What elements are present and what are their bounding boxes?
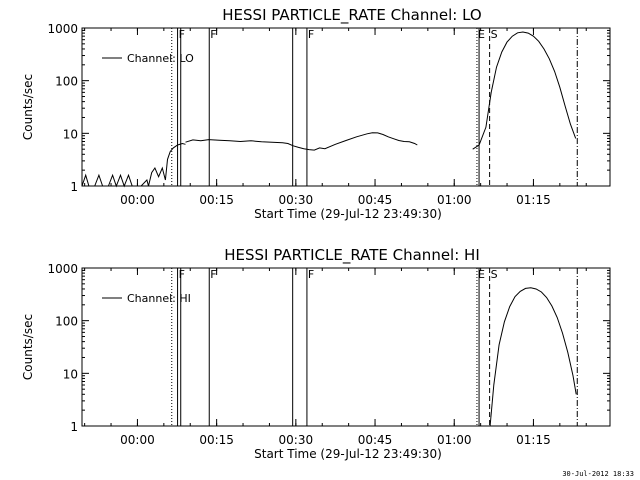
x-tick-label: 01:00 [437,433,472,447]
y-tick-label: 1000 [47,262,78,276]
event-marker-label: F [179,268,185,281]
series-line [489,287,577,427]
event-marker-label: S [491,268,498,281]
plot-timestamp: 30-Jul-2012 18:33 [562,470,634,478]
y-tick-label: 1 [70,180,78,194]
event-marker-label: F [179,28,185,41]
x-tick-label: 00:15 [199,433,234,447]
y-tick-label: 1 [70,420,78,434]
legend-label: Channel: HI [127,292,191,305]
event-marker-label: F [210,28,216,41]
x-tick-label: 00:15 [199,193,234,207]
x-tick-label: 00:45 [358,433,393,447]
y-tick-label: 100 [55,75,78,89]
x-tick-label: 00:30 [279,193,314,207]
y-tick-label: 10 [63,127,78,141]
x-tick-label: 00:30 [279,433,314,447]
event-marker-label: E [478,268,485,281]
x-tick-label: 00:45 [358,193,393,207]
event-marker-label: E [478,28,485,41]
x-tick-label: 01:15 [516,433,551,447]
x-axis-label: Start Time (29-Jul-12 23:49:30) [254,447,442,461]
y-tick-label: 1000 [47,22,78,36]
y-axis-label: Counts/sec [21,74,35,140]
x-tick-label: 01:15 [516,193,551,207]
legend-label: Channel: LO [127,52,194,65]
chart-title: HESSI PARTICLE_RATE Channel: LO [222,6,481,25]
x-tick-label: 00:00 [120,193,155,207]
event-marker-label: S [491,28,498,41]
y-tick-label: 10 [63,367,78,381]
plot-frame [81,267,611,427]
plot-frame [81,27,611,187]
x-tick-label: 01:00 [437,193,472,207]
x-tick-label: 00:00 [120,433,155,447]
series-line [81,142,186,188]
x-axis-label: Start Time (29-Jul-12 23:49:30) [254,207,442,221]
event-marker-label: F [308,28,314,41]
series-line [185,132,418,151]
event-marker-label: F [308,268,314,281]
y-tick-label: 100 [55,315,78,329]
event-marker-label: F [210,268,216,281]
series-line [472,31,577,150]
chart-title: HESSI PARTICLE_RATE Channel: HI [224,246,480,265]
y-axis-label: Counts/sec [21,314,35,380]
